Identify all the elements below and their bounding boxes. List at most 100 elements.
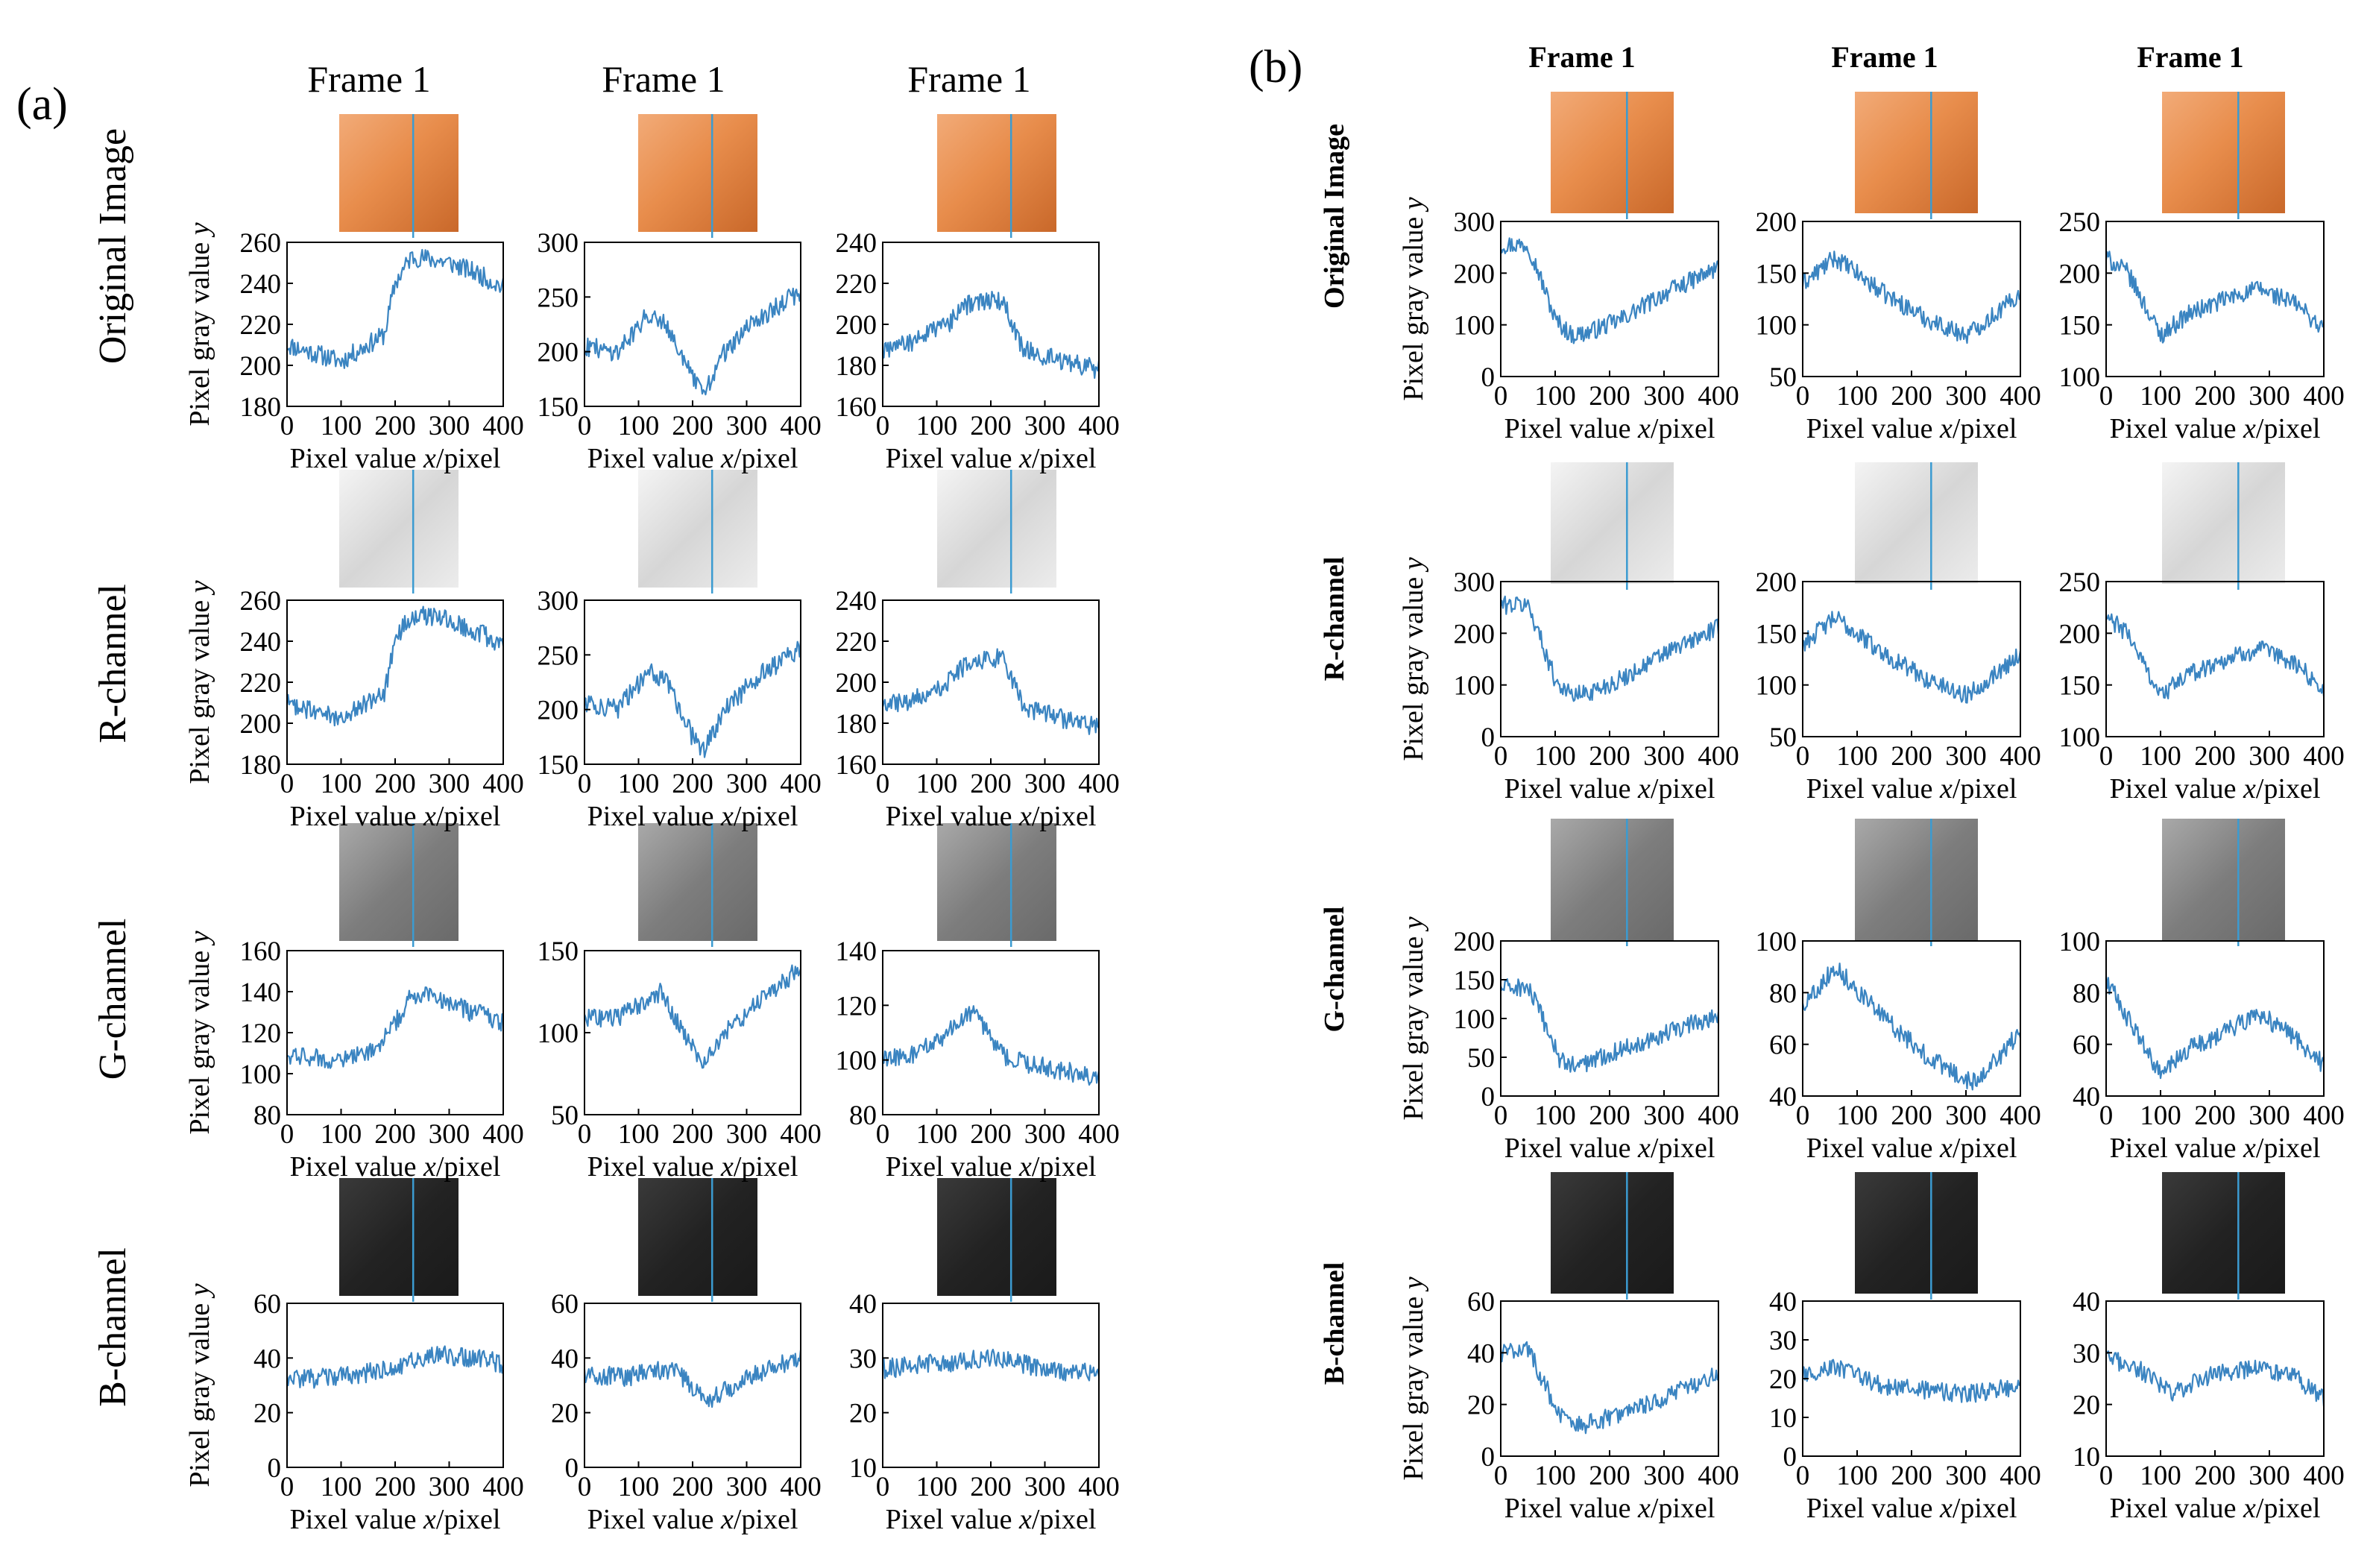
thumbnail-image [339, 470, 459, 593]
y-tick-label: 150 [1454, 966, 1496, 996]
y-tick-label: 0 [1481, 1442, 1496, 1473]
x-tick-label: 0 [1494, 381, 1508, 412]
x-tick-label: 400 [1078, 1119, 1120, 1150]
y-tick-label: 80 [253, 1101, 281, 1131]
x-tick-label: 100 [321, 1472, 362, 1502]
x-tick-label: 300 [1643, 381, 1685, 412]
y-tick-label: 120 [240, 1018, 282, 1049]
series-line [286, 986, 504, 1069]
x-tick-label: 200 [970, 1119, 1012, 1150]
x-tick-label: 0 [578, 769, 592, 799]
thumbnail-image [1855, 1172, 1978, 1300]
y-tick-label: 180 [836, 709, 877, 740]
series-line [2105, 1350, 2325, 1407]
y-axis-label: Pixel gray value y [1398, 197, 1429, 400]
y-axis-label: Pixel gray value y [184, 1283, 215, 1487]
x-tick-label: 0 [2099, 1461, 2114, 1491]
thumbnail-image [339, 114, 459, 238]
x-tick-label: 300 [1024, 411, 1066, 441]
series-line [1499, 595, 1720, 702]
panel-label-b: (b) [1249, 42, 1302, 92]
x-tick-label: 300 [2249, 1101, 2290, 1131]
y-tick-label: 100 [836, 1046, 877, 1077]
row-label: R-channel [92, 584, 134, 743]
x-tick-label: 0 [1494, 1101, 1508, 1131]
y-tick-label: 100 [1756, 671, 1797, 702]
x-tick-label: 300 [1643, 1101, 1685, 1131]
column-title: Frame 1 [907, 58, 1030, 100]
plot-frame [882, 599, 1100, 765]
thumbnail-image [937, 114, 1056, 238]
y-tick-label: 40 [849, 1289, 877, 1320]
subplot: 0 100 200 300 400 0 20 40 60 Pixel value x/pixel P… [184, 1283, 524, 1535]
x-axis-label: Pixel value x/pixel [290, 443, 501, 474]
y-tick-label: 200 [240, 709, 282, 740]
x-tick-label: 0 [1494, 741, 1508, 772]
series-line [2105, 251, 2325, 344]
plot-frame [882, 242, 1100, 407]
x-tick-label: 0 [578, 411, 592, 441]
panel-a: (a) Frame 1 Frame 1 Frame 1 Original Image R-… [16, 58, 1120, 1535]
subplot: 0 100 200 300 400 10 20 30 40 Pixel value x/pixel [849, 1289, 1120, 1535]
y-tick-label: 200 [836, 668, 877, 699]
y-tick-label: 10 [1769, 1403, 1797, 1434]
x-tick-label: 400 [2000, 1101, 2041, 1131]
series-line [1801, 1358, 2021, 1403]
y-tick-label: 60 [1769, 1030, 1797, 1061]
x-tick-label: 200 [1891, 1101, 1932, 1131]
x-axis-label: Pixel value x/pixel [1806, 413, 2017, 444]
x-tick-label: 200 [970, 769, 1012, 799]
x-tick-label: 100 [618, 1119, 660, 1150]
x-tick-label: 0 [1796, 381, 1810, 412]
y-tick-label: 300 [538, 586, 579, 617]
x-axis-label: Pixel value x/pixel [587, 1151, 798, 1183]
y-tick-label: 60 [2073, 1030, 2100, 1061]
thumbnail-image [937, 823, 1056, 947]
row-label: G-channel [92, 919, 134, 1080]
x-tick-label: 400 [2303, 381, 2345, 412]
x-tick-label: 300 [1024, 1472, 1066, 1502]
x-axis-label: Pixel value x/pixel [587, 1504, 798, 1535]
y-tick-label: 100 [1756, 311, 1797, 341]
x-tick-label: 200 [2194, 741, 2236, 772]
y-tick-label: 40 [2073, 1287, 2100, 1317]
x-axis-label: Pixel value x/pixel [1806, 1133, 2017, 1164]
x-tick-label: 200 [672, 1472, 713, 1502]
x-tick-label: 400 [1698, 381, 1739, 412]
subplot: 0 100 200 300 400 10 20 30 40 Pixel value x/pixel [2073, 1287, 2345, 1524]
x-tick-label: 200 [970, 1472, 1012, 1502]
subplot: 0 100 200 300 400 180 200 220 240 260 Pixel value … [184, 580, 524, 832]
x-tick-label: 200 [1589, 381, 1630, 412]
thumbnail-image [937, 1178, 1056, 1302]
plot-frame [1500, 1300, 1719, 1457]
y-tick-label: 150 [2059, 671, 2101, 702]
x-axis-label: Pixel value x/pixel [587, 443, 798, 474]
y-axis-label: Pixel gray value y [1398, 1276, 1429, 1480]
y-tick-label: 40 [1769, 1082, 1797, 1112]
x-tick-label: 0 [1796, 1461, 1810, 1491]
x-axis-label: Pixel value x/pixel [1504, 1493, 1715, 1524]
series-line [583, 640, 802, 758]
plot-frame [286, 950, 504, 1115]
y-tick-label: 0 [1783, 1442, 1797, 1473]
x-tick-label: 100 [1534, 741, 1576, 772]
x-tick-label: 100 [916, 1119, 958, 1150]
x-tick-label: 100 [618, 1472, 660, 1502]
y-tick-label: 140 [240, 977, 282, 1008]
thumbnail-image [2162, 462, 2285, 590]
x-axis-label: Pixel value x/pixel [1504, 413, 1715, 444]
thumbnail-image [638, 470, 757, 593]
plot-frame [1500, 221, 1719, 377]
subplot: 0 100 200 300 400 0 20 40 60 Pixel value x/pixel P… [1398, 1276, 1739, 1524]
thumbnail-image [1855, 819, 1978, 946]
y-tick-label: 240 [240, 269, 282, 300]
x-tick-label: 100 [321, 1119, 362, 1150]
series-line [881, 1348, 1100, 1382]
subplot: 0 100 200 300 400 80 100 120 140 160 Pixel value x… [184, 931, 524, 1183]
y-tick-label: 160 [240, 936, 282, 967]
thumbnail-image [1551, 1172, 1674, 1300]
y-tick-label: 150 [538, 750, 579, 781]
series-line [1499, 978, 1720, 1073]
